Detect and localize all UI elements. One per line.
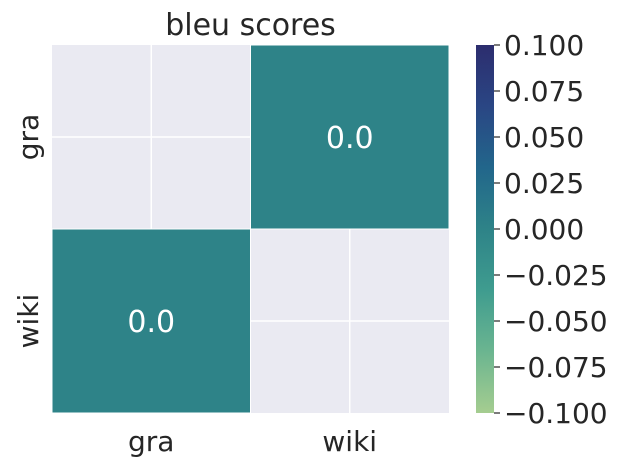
x-tick-label: wiki bbox=[322, 425, 377, 458]
colorbar-tick-label: −0.025 bbox=[504, 259, 608, 292]
colorbar-tick-label: 0.025 bbox=[504, 167, 584, 200]
colorbar-gradient bbox=[476, 45, 494, 413]
colorbar-tick-label: −0.100 bbox=[504, 397, 608, 430]
x-axis-ticks: gra wiki bbox=[128, 425, 377, 458]
plot-area: 0.0 0.0 bbox=[51, 44, 450, 414]
colorbar-tick-label: 0.050 bbox=[504, 121, 584, 154]
x-tick-label: gra bbox=[128, 425, 174, 458]
cell-annotation: 0.0 bbox=[326, 121, 374, 156]
y-tick-label: gra bbox=[12, 114, 45, 160]
heatmap-cells: 0.0 0.0 bbox=[51, 44, 450, 414]
y-axis-ticks: gra wiki bbox=[12, 114, 45, 349]
heatmap-cell bbox=[51, 228, 251, 414]
cell-annotation: 0.0 bbox=[127, 305, 175, 340]
chart-title: bleu scores bbox=[165, 8, 336, 43]
y-tick-label: wiki bbox=[12, 294, 45, 349]
colorbar: 0.100 0.075 0.050 0.025 0.000 −0.025 −0.050 −0.… bbox=[476, 29, 608, 430]
colorbar-tick-label: 0.100 bbox=[504, 29, 584, 62]
colorbar-tick-label: 0.075 bbox=[504, 75, 584, 108]
colorbar-tick-label: 0.000 bbox=[504, 213, 584, 246]
colorbar-tick-label: −0.075 bbox=[504, 351, 608, 384]
heatmap-cell bbox=[250, 44, 450, 230]
colorbar-tick-label: −0.050 bbox=[504, 305, 608, 338]
